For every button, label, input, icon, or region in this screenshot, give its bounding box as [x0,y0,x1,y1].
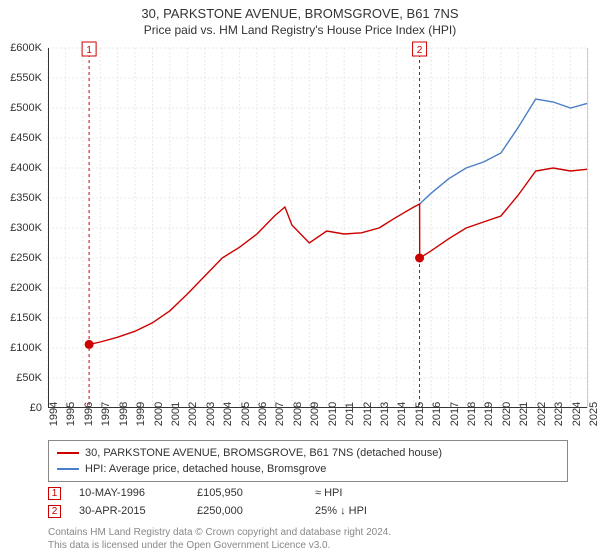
marker-date: 30-APR-2015 [79,505,179,517]
x-tick-label: 2025 [588,402,600,426]
y-tick-label: £0 [30,402,42,414]
footer-line-1: Contains HM Land Registry data © Crown c… [48,526,391,539]
x-axis-line [48,407,588,408]
y-tick-label: £400K [10,162,42,174]
y-tick-label: £600K [10,42,42,54]
price-vs-hpi-chart: { "title": "30, PARKSTONE AVENUE, BROMSG… [0,0,600,560]
chart-title: 30, PARKSTONE AVENUE, BROMSGROVE, B61 7N… [0,0,600,21]
legend-swatch-2 [57,468,79,470]
marker-price: £105,950 [197,487,297,499]
legend-label-1: 30, PARKSTONE AVENUE, BROMSGROVE, B61 7N… [85,445,442,461]
chart-svg: 12 [48,48,588,408]
marker-pct: ≈ HPI [315,487,435,499]
marker-badge: 2 [48,505,61,518]
y-tick-label: £350K [10,192,42,204]
y-tick-label: £500K [10,102,42,114]
y-tick-label: £100K [10,342,42,354]
plot-area: £0£50K£100K£150K£200K£250K£300K£350K£400… [48,48,588,408]
right-border [587,48,588,408]
legend-swatch-1 [57,452,79,454]
footer: Contains HM Land Registry data © Crown c… [48,526,391,552]
y-tick-label: £550K [10,72,42,84]
y-tick-label: £200K [10,282,42,294]
legend-label-2: HPI: Average price, detached house, Brom… [85,461,326,477]
chart-subtitle: Price paid vs. HM Land Registry's House … [0,23,600,37]
y-tick-label: £50K [16,372,42,384]
marker-row: 1 10-MAY-1996 £105,950 ≈ HPI [48,484,435,502]
marker-date: 10-MAY-1996 [79,487,179,499]
y-tick-label: £300K [10,222,42,234]
marker-row: 2 30-APR-2015 £250,000 25% ↓ HPI [48,502,435,520]
svg-text:1: 1 [86,45,92,56]
marker-badge: 1 [48,487,61,500]
marker-pct: 25% ↓ HPI [315,505,435,517]
y-tick-label: £450K [10,132,42,144]
svg-text:2: 2 [417,45,423,56]
footer-line-2: This data is licensed under the Open Gov… [48,539,391,552]
y-axis-line [48,48,49,408]
marker-price: £250,000 [197,505,297,517]
legend-item-1: 30, PARKSTONE AVENUE, BROMSGROVE, B61 7N… [57,445,559,461]
y-tick-label: £150K [10,312,42,324]
y-tick-label: £250K [10,252,42,264]
legend-item-2: HPI: Average price, detached house, Brom… [57,461,559,477]
marker-table: 1 10-MAY-1996 £105,950 ≈ HPI 2 30-APR-2015 £25… [48,484,435,520]
legend: 30, PARKSTONE AVENUE, BROMSGROVE, B61 7N… [48,440,568,482]
